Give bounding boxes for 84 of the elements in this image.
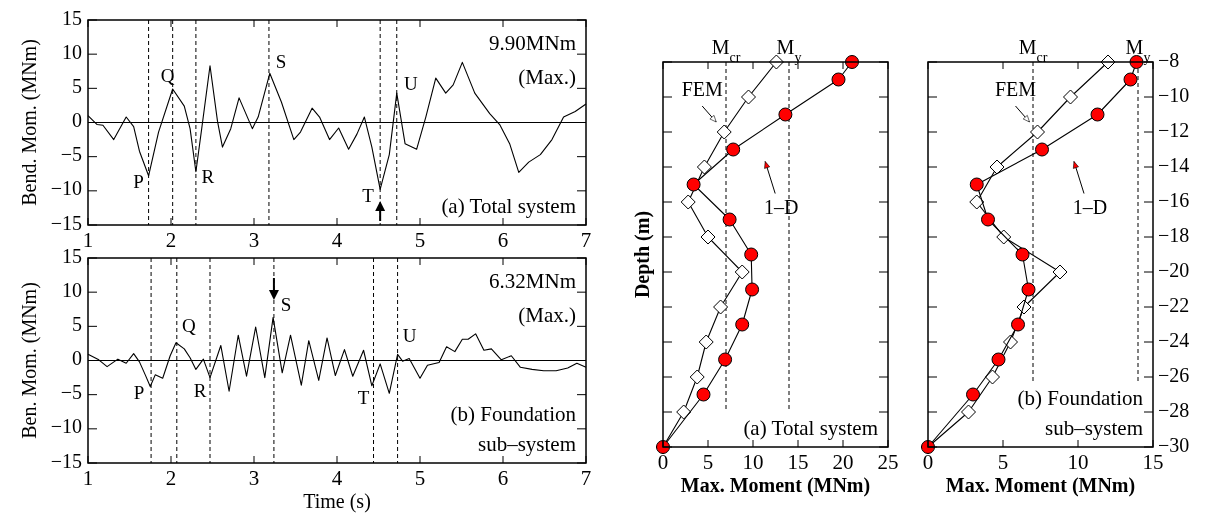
x-tick-label: 0 xyxy=(922,450,934,474)
ref-line-label: U xyxy=(402,325,417,347)
y-tick-label: −14 xyxy=(1158,153,1190,176)
y-axis-title: Ben. Mom. (MNm) xyxy=(18,282,41,439)
ref-line-label: Q xyxy=(160,65,175,87)
ref-line-label: T xyxy=(362,185,375,207)
ref-line-label: M$_{y}$ xyxy=(1125,36,1151,65)
y-tick-label: −10 xyxy=(50,415,82,438)
y-tick-label: 0 xyxy=(72,109,82,132)
x-tick-label: 15 xyxy=(787,450,809,474)
annotation: 9.90MNm xyxy=(489,31,576,55)
x-axis-title: Max. Moment (MNm) xyxy=(680,474,871,497)
x-tick-label: 6 xyxy=(497,228,509,252)
ref-line-label: M$_{y}$ xyxy=(776,36,802,65)
ref-line-label: R xyxy=(193,380,207,402)
y-tick-label: −10 xyxy=(50,177,82,200)
x-tick-label: 6 xyxy=(497,466,509,490)
ref-line-label: T xyxy=(357,387,370,409)
annotation: sub–system xyxy=(1044,416,1143,440)
x-tick-label: 10 xyxy=(1067,450,1089,474)
x-tick-label: 20 xyxy=(832,450,854,474)
x-axis-title: Max. Moment (MNm) xyxy=(945,474,1136,497)
y-tick-label: 15 xyxy=(62,6,82,29)
ref-line-label: U xyxy=(403,73,418,95)
x-tick-label: 4 xyxy=(331,466,343,490)
y-tick-label: −15 xyxy=(50,211,82,234)
x-tick-label: 5 xyxy=(414,228,426,252)
y-tick-label: −10 xyxy=(1158,83,1190,106)
x-tick-label: 3 xyxy=(248,228,260,252)
annotation: sub–system xyxy=(477,432,576,456)
x-tick-label: 3 xyxy=(248,466,260,490)
ref-line-label: M$_{cr}$ xyxy=(1018,36,1048,65)
ref-line-label: R xyxy=(201,166,215,188)
annotation: (Max.) xyxy=(518,303,576,327)
y-tick-label: 10 xyxy=(62,40,82,63)
x-tick-label: 5 xyxy=(414,466,426,490)
x-tick-label: 2 xyxy=(165,228,177,252)
x-tick-label: 5 xyxy=(997,450,1009,474)
x-axis-title: Time (s) xyxy=(303,490,371,513)
x-tick-label: 0 xyxy=(657,450,669,474)
annotation: 6.32MNm xyxy=(489,269,576,293)
ref-line-label: P xyxy=(133,171,144,193)
ref-line-label: P xyxy=(133,382,145,404)
y-tick-label: −5 xyxy=(60,381,82,404)
x-tick-label: 7 xyxy=(580,228,592,252)
y-tick-label: −16 xyxy=(1158,188,1190,211)
x-tick-label: 25 xyxy=(877,450,899,474)
y-axis-title: Bend. Mom. (MNm) xyxy=(18,39,41,206)
x-tick-label: 1 xyxy=(82,466,94,490)
ref-line-label: S xyxy=(280,294,292,316)
annotation: (b) Foundation xyxy=(450,402,577,426)
legend-label: FEM xyxy=(681,78,723,100)
y-tick-label: −15 xyxy=(50,449,82,472)
y-tick-label: −24 xyxy=(1158,328,1190,351)
x-tick-label: 5 xyxy=(702,450,714,474)
annotation: (b) Foundation xyxy=(1017,386,1144,410)
x-tick-label: 2 xyxy=(165,466,177,490)
y-axis-title: Depth (m) xyxy=(631,210,654,299)
legend-label: FEM xyxy=(994,78,1037,100)
y-tick-label: −26 xyxy=(1158,363,1190,386)
y-tick-label: 0 xyxy=(72,347,82,370)
y-tick-label: −18 xyxy=(1158,223,1190,246)
y-tick-label: −8 xyxy=(1158,48,1180,71)
annotation: (a) Total system xyxy=(743,416,878,440)
x-tick-label: 7 xyxy=(580,466,592,490)
legend-label: 1–D xyxy=(1072,195,1108,218)
y-tick-label: 5 xyxy=(72,74,82,97)
y-tick-label: −28 xyxy=(1158,398,1190,421)
y-tick-label: −5 xyxy=(60,143,82,166)
y-tick-label: −12 xyxy=(1158,118,1190,141)
y-tick-label: −20 xyxy=(1158,258,1190,281)
y-tick-label: −22 xyxy=(1158,293,1190,316)
x-tick-label: 4 xyxy=(331,228,343,252)
ref-line-label: M$_{cr}$ xyxy=(711,36,741,65)
ref-line-label: Q xyxy=(181,315,196,337)
annotation: (a) Total system xyxy=(441,194,576,218)
y-tick-label: 5 xyxy=(72,312,82,335)
y-tick-label: 10 xyxy=(62,278,82,301)
y-tick-label: 15 xyxy=(62,244,82,267)
legend-label: 1–D xyxy=(763,195,799,218)
x-tick-label: 10 xyxy=(742,450,764,474)
ref-line-label: S xyxy=(275,51,287,73)
x-tick-label: 1 xyxy=(82,228,94,252)
annotation: (Max.) xyxy=(518,65,576,89)
